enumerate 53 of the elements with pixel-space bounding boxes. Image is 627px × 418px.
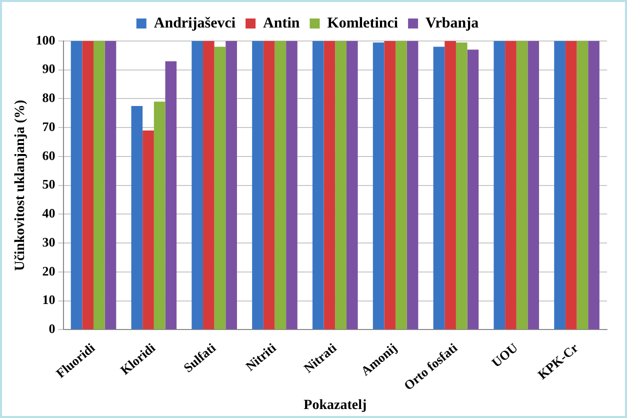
- bar: [142, 130, 154, 330]
- bar: [554, 41, 566, 330]
- x-axis-title: Pokazatelj: [304, 398, 367, 414]
- bar: [286, 41, 298, 330]
- bar: [263, 41, 275, 330]
- y-tick-label: 70: [42, 118, 56, 134]
- bar: [444, 41, 456, 330]
- bar: [576, 41, 588, 330]
- bar: [384, 41, 396, 330]
- bar: [324, 41, 336, 330]
- bar: [82, 41, 94, 330]
- bar: [192, 41, 203, 330]
- bar: [94, 41, 105, 330]
- bar: [154, 102, 166, 330]
- bar: [456, 42, 468, 330]
- bar: [346, 41, 358, 330]
- y-tick-label: 50: [42, 176, 56, 192]
- bar: [131, 106, 143, 330]
- bar: [165, 61, 177, 330]
- y-axis-title: Učinkovitost uklanjanja (%): [13, 99, 28, 271]
- y-tick-label: 100: [36, 32, 56, 48]
- y-tick-label: 80: [42, 90, 56, 106]
- bar: [226, 41, 237, 330]
- bar: [433, 46, 445, 330]
- bar: [494, 41, 506, 330]
- bar: [203, 41, 214, 330]
- bar: [312, 41, 324, 330]
- bar: [335, 41, 346, 330]
- bar: [70, 41, 82, 330]
- legend-label: Antin: [263, 15, 300, 32]
- legend-label: Andrijaševci: [154, 15, 236, 32]
- bar: [528, 41, 540, 330]
- y-tick-label: 20: [42, 263, 56, 278]
- y-tick-label: 90: [42, 61, 56, 76]
- y-tick-label: 60: [42, 148, 56, 163]
- bar: [505, 41, 516, 330]
- bar: [214, 46, 226, 330]
- bar: [396, 41, 407, 330]
- bar: [565, 41, 577, 330]
- y-tick-label: 10: [42, 292, 56, 308]
- legend-label: Vrbanja: [426, 15, 480, 32]
- bar: [252, 41, 264, 330]
- y-tick-label: 0: [48, 321, 56, 336]
- bar: [104, 41, 116, 330]
- bar: [467, 50, 479, 330]
- y-tick-label: 40: [42, 206, 56, 221]
- bar: [588, 41, 600, 330]
- bar: [406, 41, 418, 330]
- legend-label: Komletinci: [327, 15, 398, 32]
- bar: [274, 41, 286, 330]
- bar: [516, 41, 528, 330]
- y-tick-label: 30: [42, 234, 56, 250]
- bar: [372, 42, 384, 330]
